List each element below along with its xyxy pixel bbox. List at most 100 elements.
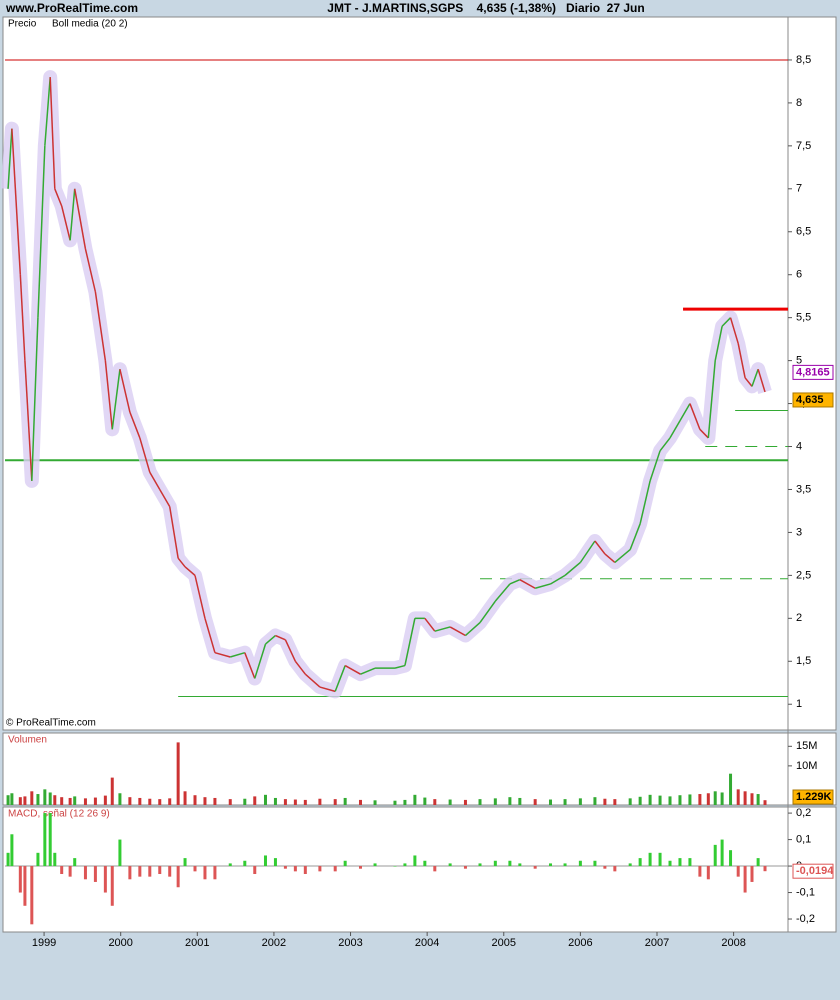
copyright: © ProRealTime.com: [6, 718, 96, 729]
bar: [183, 791, 187, 805]
bar: [83, 866, 87, 880]
bar: [448, 863, 452, 867]
bar: [103, 795, 107, 805]
bar: [303, 866, 307, 875]
y-tick-label: 7: [796, 183, 802, 195]
price-segment: [751, 368, 759, 387]
price-segment: [204, 618, 216, 653]
x-tick-label: 2007: [645, 937, 669, 949]
price-segment: [44, 77, 51, 146]
bar: [43, 813, 47, 867]
y-tick-label: 0,1: [796, 833, 811, 845]
bar: [53, 852, 57, 867]
price-segment: [579, 540, 596, 563]
bar: [648, 852, 652, 867]
bar: [423, 797, 427, 805]
bar: [750, 866, 754, 882]
price-segment: [699, 428, 709, 439]
price-segment: [94, 291, 107, 361]
panel-label: Volumen: [8, 735, 47, 746]
bar: [128, 797, 132, 805]
bar: [548, 799, 552, 805]
price-segment: [244, 652, 256, 679]
price-segment: [737, 343, 746, 378]
x-tick-label: 2004: [415, 937, 439, 949]
bar: [48, 792, 52, 805]
indicator-last-box: [792, 364, 834, 380]
bar: [318, 866, 322, 872]
bar: [343, 797, 347, 805]
price-segment: [550, 574, 566, 585]
bar: [548, 863, 552, 867]
y-tick-label: 8: [796, 97, 802, 109]
bar: [763, 800, 767, 805]
bar: [668, 796, 672, 805]
bar: [43, 789, 47, 805]
y-tick-label: 3,5: [796, 483, 811, 495]
price-segment: [594, 540, 606, 555]
bar: [736, 789, 740, 805]
price-segment: [84, 248, 97, 293]
price-segment: [214, 651, 231, 658]
bar: [373, 863, 377, 867]
price-segment: [614, 549, 631, 564]
bar: [493, 860, 497, 867]
bar: [413, 794, 417, 805]
bar: [743, 791, 747, 805]
price-segment: [639, 480, 651, 525]
bar: [148, 866, 152, 877]
bar: [433, 799, 437, 805]
bar: [343, 860, 347, 867]
panel-label: MACD, señal (12 26 9): [8, 809, 110, 820]
macd-panel: [2, 806, 837, 933]
price-segment: [344, 664, 361, 675]
x-tick-label: 2001: [185, 937, 209, 949]
y-tick-label: 8,5: [796, 54, 811, 66]
y-tick-label: 3: [796, 526, 802, 538]
price-segment: [424, 617, 436, 632]
price-segment: [334, 665, 346, 692]
price-segment: [11, 128, 22, 275]
bar: [393, 866, 397, 867]
x-tick-label: 2003: [338, 937, 362, 949]
y-tick-label: 5: [796, 355, 802, 367]
bar: [603, 866, 607, 869]
bar: [613, 866, 617, 872]
bar: [358, 799, 362, 805]
bar: [433, 866, 437, 872]
price-segment: [744, 377, 753, 387]
bar: [698, 794, 702, 805]
bar: [493, 798, 497, 805]
bar: [293, 866, 297, 872]
price-segment: [19, 274, 26, 361]
bar: [263, 794, 267, 805]
bar: [578, 798, 582, 805]
bar: [638, 796, 642, 805]
bar: [713, 844, 717, 867]
bar: [30, 866, 34, 925]
bar: [720, 792, 724, 805]
x-tick-label: 2005: [492, 937, 516, 949]
bar: [6, 852, 10, 867]
bar: [603, 798, 607, 805]
bar: [83, 798, 87, 805]
price-segment: [7, 128, 13, 189]
price-segment: [24, 360, 33, 481]
bar: [628, 863, 632, 867]
bar: [60, 866, 64, 875]
bar: [448, 799, 452, 805]
bar: [183, 858, 187, 867]
price-segment: [659, 437, 671, 452]
bar: [678, 795, 682, 805]
price-segment: [721, 317, 732, 327]
bar: [293, 799, 297, 805]
site-name: www.ProRealTime.com: [5, 1, 138, 15]
bar: [6, 795, 10, 805]
bar: [93, 866, 97, 882]
bar: [128, 866, 132, 880]
bar: [48, 813, 52, 867]
bar: [253, 866, 257, 875]
bar: [213, 797, 217, 805]
price-segment: [37, 145, 46, 318]
indicator-label: Boll media (20 2): [52, 19, 128, 30]
